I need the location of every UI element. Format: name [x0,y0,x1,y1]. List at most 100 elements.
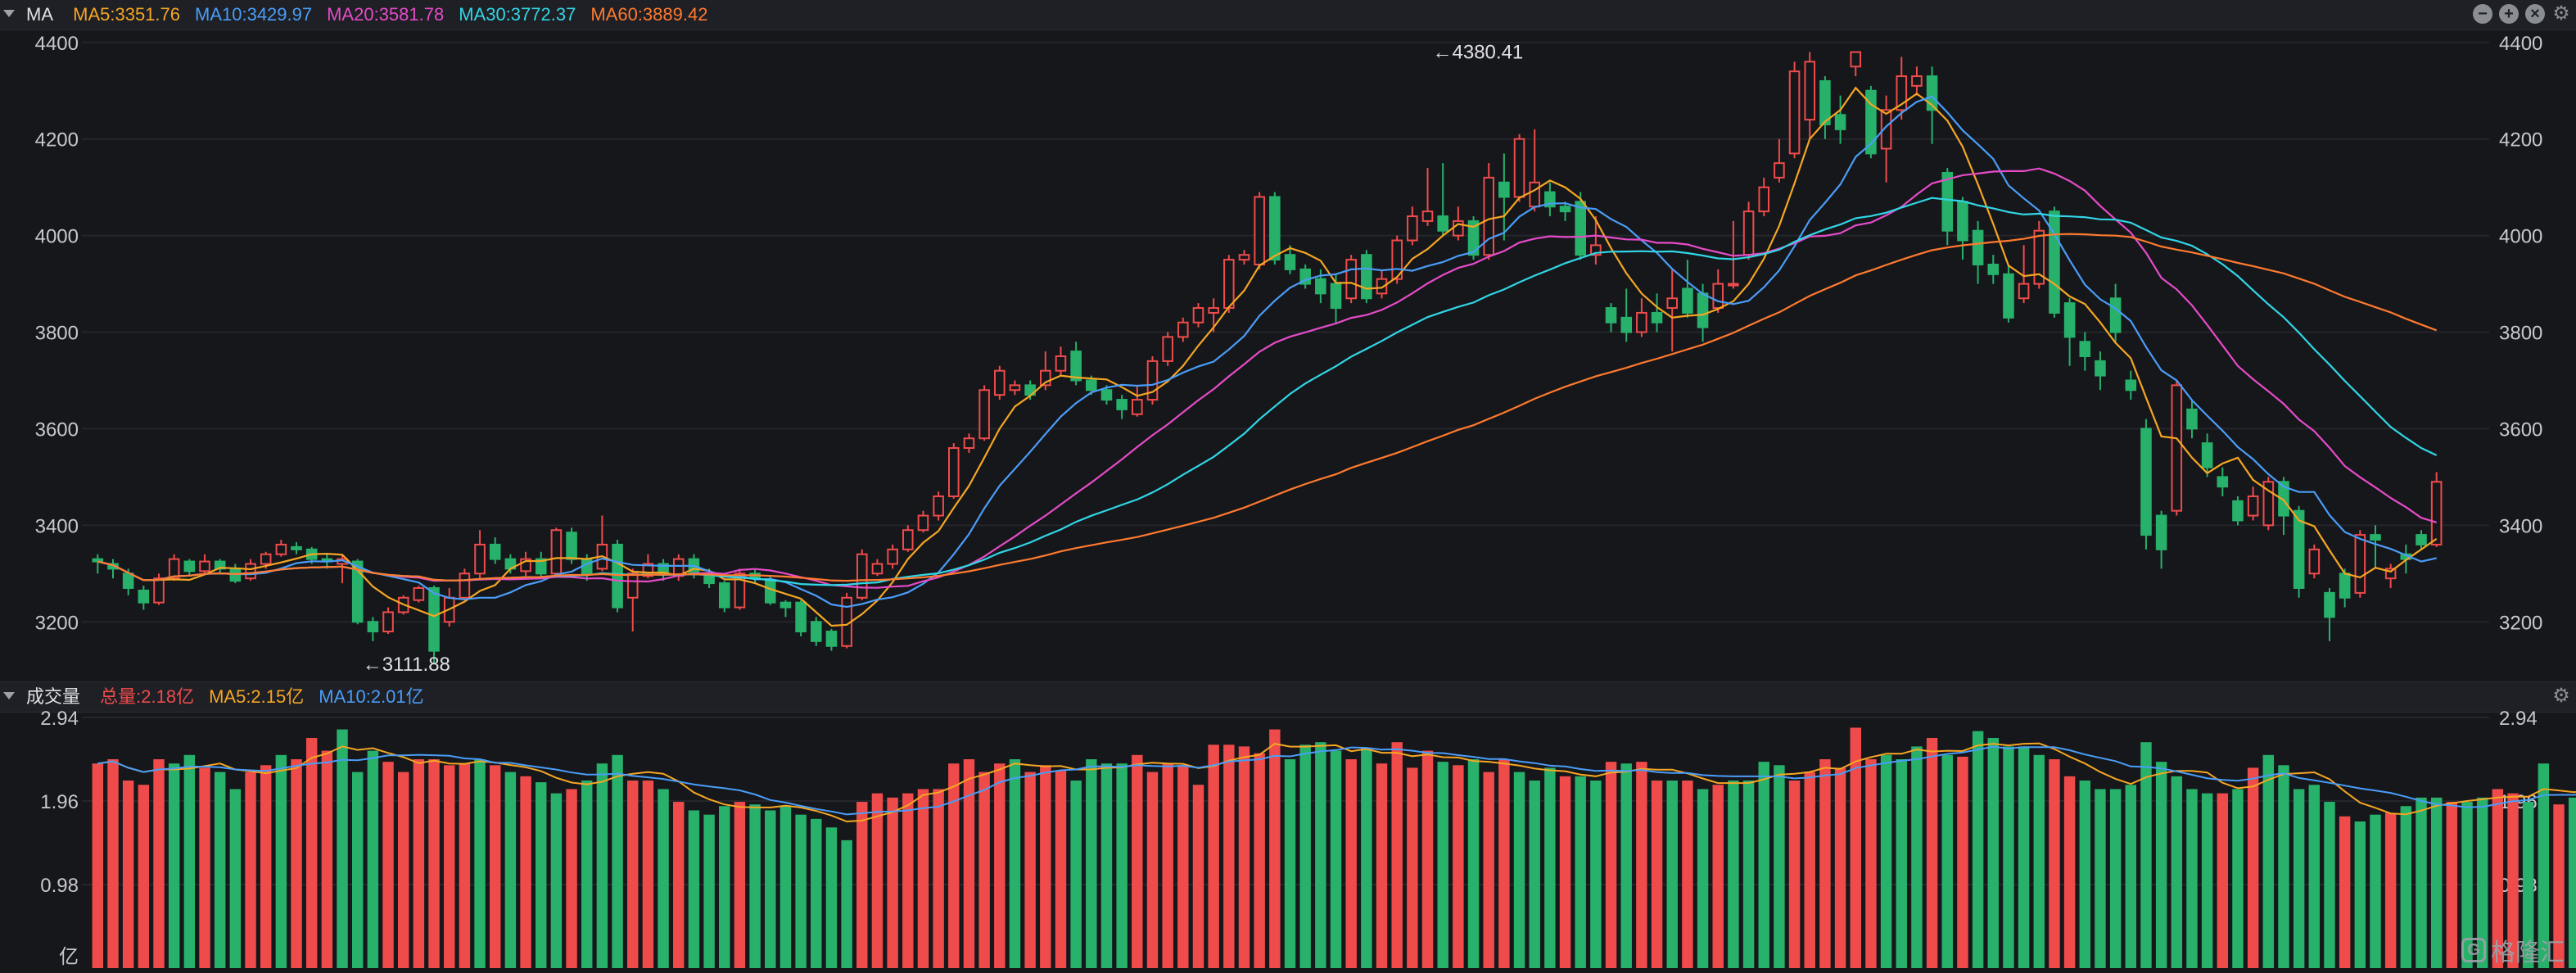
volume-legend-item: 总量:2.18亿 [100,686,195,707]
volume-bar [734,802,746,968]
candle-body [1559,206,1571,213]
gear-icon[interactable]: ⚙ [2552,2,2570,25]
candle-body [168,558,180,580]
volume-bar [367,750,379,968]
ma-legend-item: MA5:3351.76 [73,4,180,25]
candle-body [1376,278,1388,295]
ma-legend-item: MA60:3889.42 [590,4,708,25]
candle-body [1467,219,1480,256]
volume-bar [1070,781,1082,968]
candle-body [2370,534,2381,541]
volume-bar [107,759,119,968]
candle-body [1162,336,1173,362]
volume-bar [2018,746,2030,968]
candle-body [795,601,807,633]
gear-icon[interactable]: ⚙ [2552,685,2570,707]
candle-body [978,389,990,440]
volume-bar [1758,762,1769,968]
candle-body [2186,408,2198,430]
volume-bar [1712,785,1724,968]
volume-bar [321,750,333,968]
candle-body [933,495,944,517]
volume-bar [2140,742,2152,968]
main-chart-header: MA MA5:3351.76 MA10:3429.97 MA20:3581.78 MA… [0,0,2576,30]
candle-body [1132,399,1143,415]
candle-body [520,558,531,572]
candle-body [887,548,898,565]
volume-bar [902,793,914,968]
candle-body [1697,292,1709,328]
candle-body [1819,79,1831,126]
y-tick-label-left: 3800 [35,323,79,345]
volume-bar [536,782,547,968]
candle-body [1774,162,1785,179]
volume-bar [1055,770,1067,968]
candle-body [2063,302,2076,338]
ma60-line [97,233,2438,582]
candle-body [2278,481,2289,517]
volume-bar [1361,748,1372,968]
candle-body [1208,307,1219,314]
candle-body [1513,138,1525,198]
candle-body [1880,109,1892,150]
candle-body [1177,321,1189,338]
volume-bar [2568,797,2576,968]
candle-body [2155,514,2167,550]
y-tick-label-right: 3600 [2499,419,2542,441]
collapse-triangle-icon[interactable] [3,692,15,699]
candle-body [1865,89,1877,155]
close-icon[interactable]: × [2525,4,2545,24]
candle-body [1636,311,1647,333]
minus-icon[interactable]: − [2473,4,2492,24]
volume-bar [305,737,318,968]
candle-body [2247,495,2259,517]
candle-body [1009,384,1021,391]
collapse-triangle-icon[interactable] [3,10,15,17]
volume-bar [413,759,425,968]
volume-bar [138,785,150,968]
volume-bar [581,781,593,968]
volume-bar [2063,776,2076,968]
candle-body [1407,215,1418,242]
volume-bar [275,754,287,968]
volume-bar [856,802,868,968]
candle-body [2308,548,2321,575]
volume-bar [1896,759,1907,968]
candle-body [153,577,165,604]
candle-body [1712,283,1724,310]
volume-bar [703,814,715,968]
candle-body [566,532,577,560]
volume-bar [397,772,409,968]
candle-body [1896,75,1908,111]
volume-tick-label-left: 0.98 [40,875,79,897]
volume-bar [1116,763,1128,968]
volume-bar [841,839,852,968]
volume-bar [2186,789,2198,968]
candle-body [2217,476,2229,488]
volume-bar [2109,789,2122,968]
volume-bar [337,729,348,968]
candle-body [1926,75,1938,111]
candle-body [107,563,119,570]
plus-icon[interactable]: + [2499,4,2519,24]
volume-bar [1376,763,1388,968]
volume-bar [2079,781,2091,968]
volume-bar [688,810,700,968]
volume-bar [1391,742,1403,968]
candle-body [1651,311,1663,324]
volume-bar [2262,754,2275,968]
candle-body [1345,259,1357,300]
volume-bar [2400,806,2412,968]
candle-body [2140,428,2152,536]
volume-bar [719,806,730,968]
candle-body [2416,534,2427,545]
volume-bar [765,810,776,968]
candle-body [122,572,134,589]
candle-body [658,563,669,575]
candle-body [1391,239,1403,280]
candle-body [1972,229,1984,265]
volume-bar [1774,765,1785,968]
ma30-line [97,197,2438,586]
candle-body [1437,215,1448,232]
